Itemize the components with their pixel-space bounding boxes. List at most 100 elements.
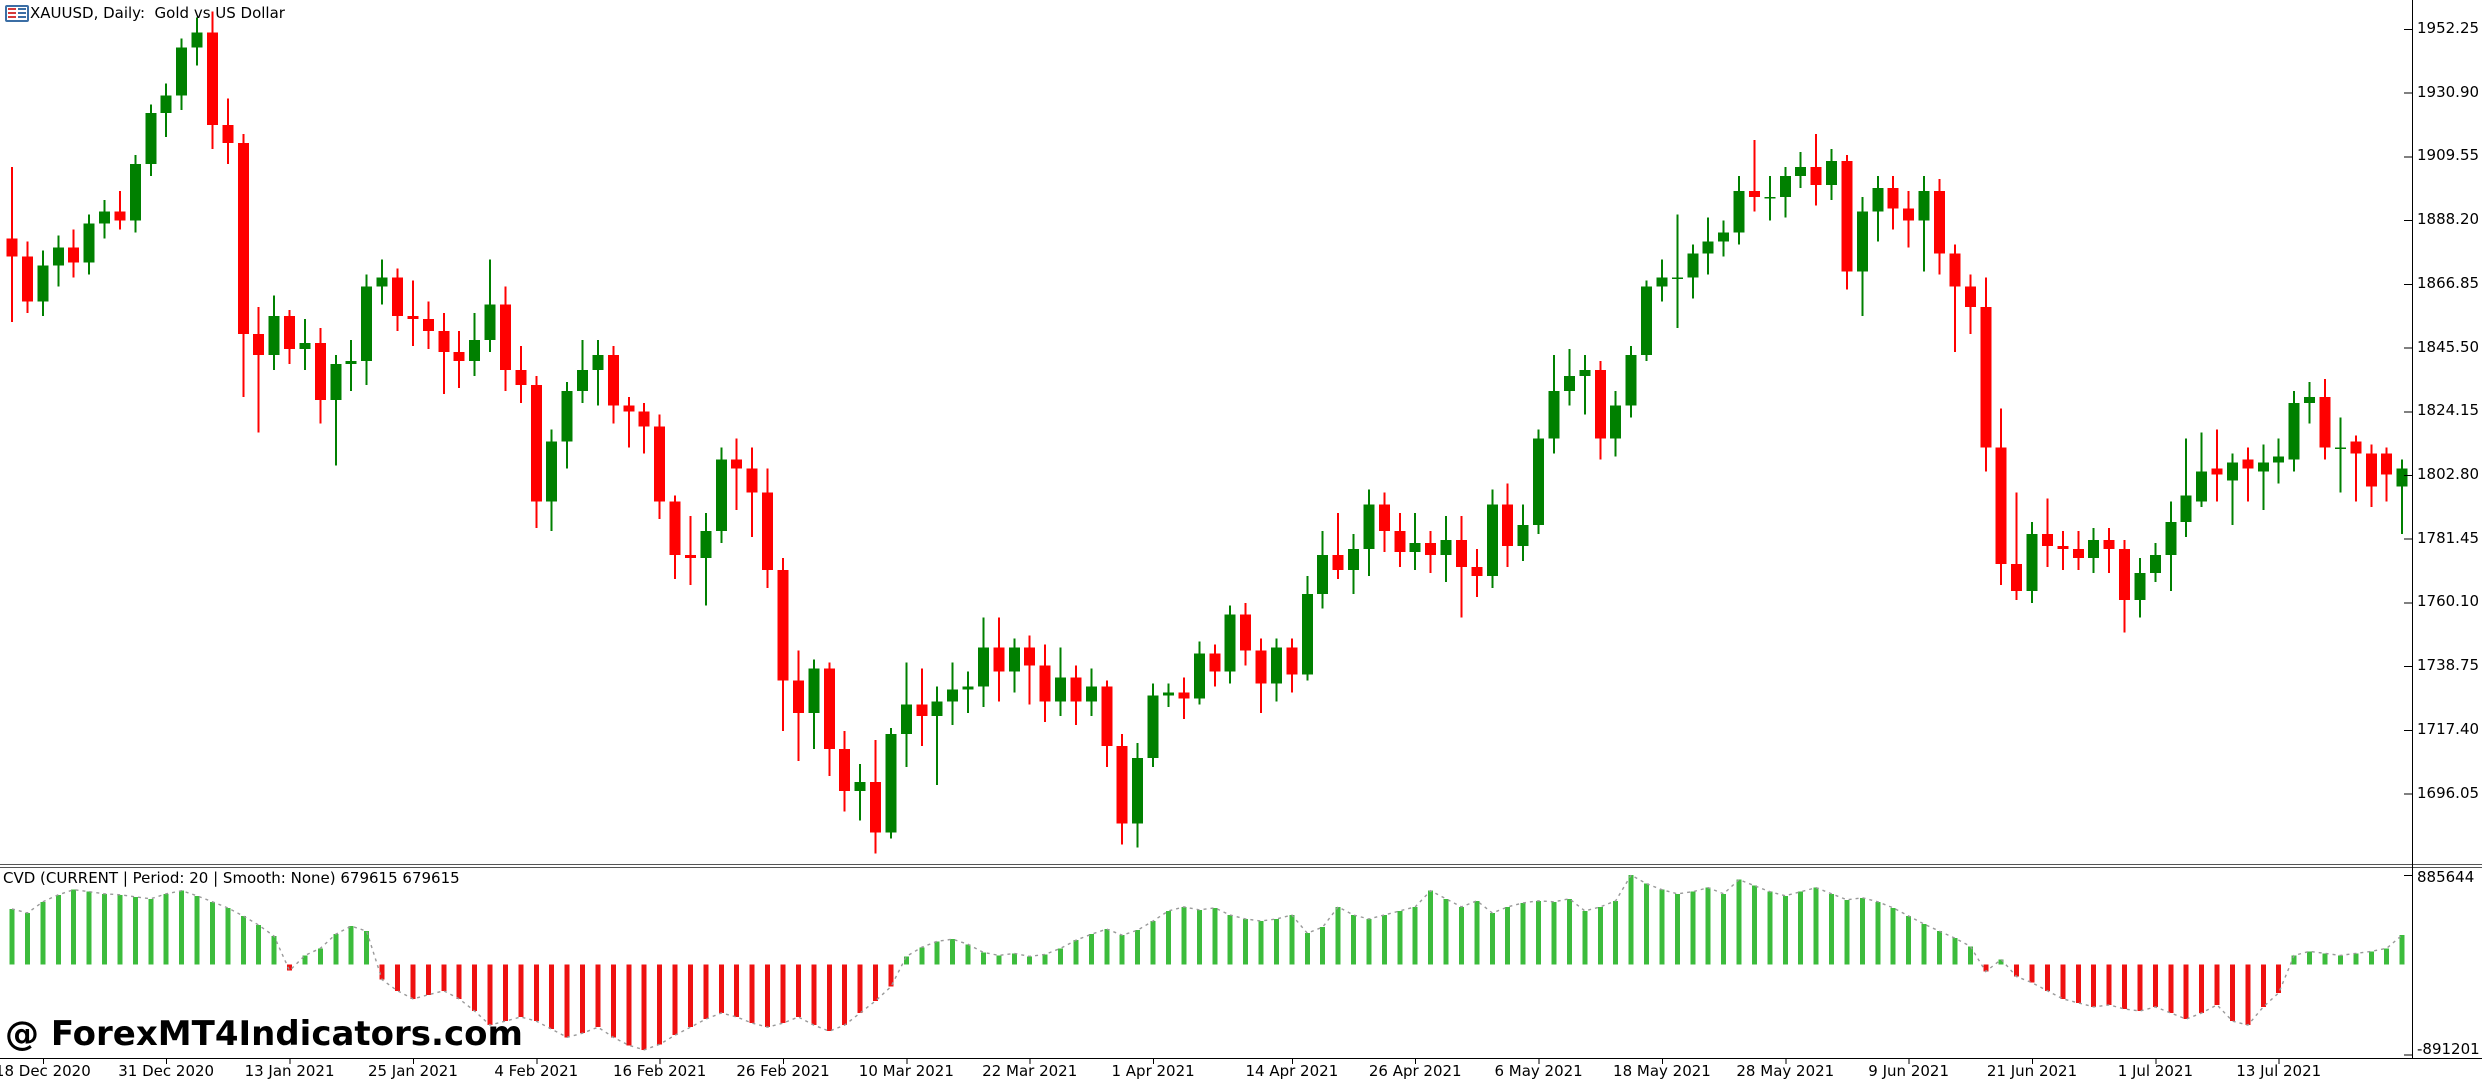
date-axis-label: 18 May 2021 <box>1613 1062 1711 1080</box>
candle-body <box>623 405 635 412</box>
date-axis-label: 13 Jul 2021 <box>2236 1062 2322 1080</box>
candle-body <box>2304 396 2316 403</box>
candle-body <box>1964 286 1976 308</box>
date-axis-label: 4 Feb 2021 <box>494 1062 579 1080</box>
candle-body <box>1378 504 1390 532</box>
candle-body <box>469 340 481 361</box>
candle-body <box>83 223 95 263</box>
candle-body <box>746 468 758 493</box>
candle-body <box>1024 647 1036 666</box>
candle-body <box>607 355 619 406</box>
candle-body <box>1240 614 1252 651</box>
cvd-bar <box>2106 964 2112 1005</box>
cvd-bar <box>1443 898 1449 965</box>
candle-wick <box>350 340 353 391</box>
cvd-bar <box>179 890 185 965</box>
cvd-bar <box>2122 964 2128 1009</box>
cvd-bar <box>40 901 46 965</box>
candle-body <box>1116 746 1128 824</box>
cvd-bar <box>1906 915 1912 965</box>
candle-body <box>21 256 33 302</box>
candle-body <box>1810 166 1822 185</box>
cvd-bar <box>1875 901 1881 965</box>
pane-separator-line <box>0 864 2482 865</box>
cvd-bar <box>456 964 462 999</box>
cvd-bar <box>1767 891 1773 965</box>
cvd-bar <box>1782 895 1788 965</box>
cvd-bar <box>1181 906 1187 965</box>
cvd-bar <box>1520 902 1526 965</box>
cvd-bar <box>1597 906 1603 965</box>
candle-wick <box>2401 459 2404 535</box>
candle-wick <box>2231 453 2234 526</box>
date-axis-label: 22 Mar 2021 <box>982 1062 1078 1080</box>
candle-wick <box>1923 175 1926 272</box>
cvd-bar <box>657 964 663 1045</box>
cvd-bar <box>287 964 293 971</box>
cvd-bar <box>1937 931 1942 965</box>
cvd-bar <box>194 895 200 965</box>
candle-wick <box>596 340 599 406</box>
cvd-bar <box>1921 924 1927 965</box>
cvd-bar <box>132 896 138 965</box>
candle-body <box>1440 540 1452 555</box>
cvd-bar <box>934 941 940 965</box>
candle-body <box>977 647 989 687</box>
candle-body <box>1903 208 1915 221</box>
cvd-bar <box>2060 964 2066 999</box>
cvd-bar <box>1273 919 1279 965</box>
candle-body <box>1610 405 1622 439</box>
cvd-bar <box>2044 964 2050 991</box>
date-axis-label: 31 Dec 2020 <box>118 1062 215 1080</box>
candle-wick <box>1337 513 1340 579</box>
candle-wick <box>1414 513 1417 570</box>
candle-body <box>1856 211 1868 272</box>
candle-body <box>1425 543 1437 555</box>
cvd-bar <box>425 964 431 995</box>
cvd-bar <box>256 925 262 965</box>
date-tick <box>783 1058 784 1064</box>
cvd-bar <box>472 964 478 1011</box>
cvd-bar <box>2168 964 2174 1014</box>
candle-body <box>1193 653 1205 699</box>
cvd-bar <box>502 964 508 1022</box>
candle-body <box>1841 160 1853 272</box>
cvd-bar <box>2075 964 2081 1003</box>
candle-body <box>1178 692 1190 699</box>
candle-body <box>715 459 727 532</box>
cvd-bar <box>595 964 601 1028</box>
cvd-bar <box>980 952 986 965</box>
candle-body <box>2226 462 2238 481</box>
candle-body <box>2365 453 2377 487</box>
date-tick <box>2032 1058 2034 1064</box>
candle-body <box>900 704 912 735</box>
candle-body <box>731 459 743 469</box>
cvd-bar <box>580 964 586 1034</box>
cvd-bar <box>1952 938 1958 965</box>
cvd-bar <box>1505 906 1511 965</box>
candle-body <box>1980 307 1992 448</box>
cvd-bar <box>795 964 801 1018</box>
candle-body <box>638 411 650 427</box>
cvd-bar <box>2091 964 2097 1007</box>
cvd-bar <box>1536 900 1542 965</box>
candle-body <box>2026 534 2038 591</box>
cvd-bar <box>102 893 108 965</box>
candle-body <box>1779 175 1791 197</box>
cvd-bar <box>2276 964 2282 993</box>
candle-wick <box>967 671 970 714</box>
candle-body <box>1579 369 1591 376</box>
candle-body <box>191 32 203 48</box>
candle-wick <box>2262 444 2265 511</box>
cvd-bar <box>1150 921 1156 965</box>
watermark: @ ForexMT4Indicators.com <box>5 1014 523 1054</box>
candle-body <box>1795 166 1807 176</box>
indicator-axis-min-label: -891201 <box>2417 1040 2480 1058</box>
date-axis-label: 14 Apr 2021 <box>1245 1062 1339 1080</box>
candle-body <box>314 343 326 400</box>
cvd-bar <box>626 964 632 1046</box>
candle-body <box>2088 540 2100 558</box>
cvd-bar <box>672 964 678 1036</box>
date-tick <box>1538 1058 1540 1064</box>
